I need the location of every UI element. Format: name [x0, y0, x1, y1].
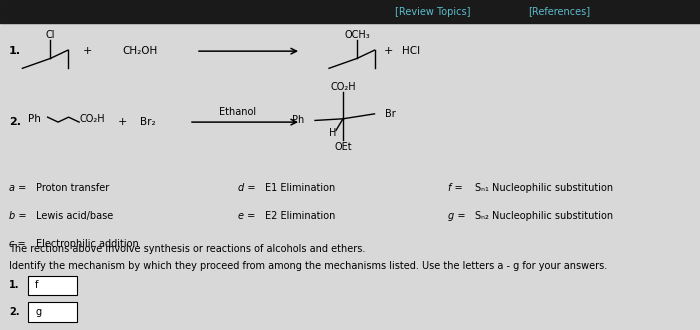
Text: Br₂: Br₂ — [140, 117, 155, 127]
Text: c =: c = — [9, 239, 26, 249]
Text: Sₙ₁ Nucleophilic substitution: Sₙ₁ Nucleophilic substitution — [475, 183, 612, 193]
Text: Electrophilic addition: Electrophilic addition — [36, 239, 139, 249]
Text: Ph: Ph — [28, 115, 41, 124]
Text: Ethanol: Ethanol — [219, 107, 257, 117]
Text: 2.: 2. — [9, 117, 21, 127]
Text: H: H — [329, 128, 336, 138]
Text: a =: a = — [9, 183, 27, 193]
Text: The rections above involve synthesis or reactions of alcohols and ethers.: The rections above involve synthesis or … — [9, 244, 365, 254]
Text: g =: g = — [448, 211, 466, 221]
Text: CO₂H: CO₂H — [330, 82, 356, 92]
Text: E1 Elimination: E1 Elimination — [265, 183, 335, 193]
Text: e =: e = — [238, 211, 256, 221]
Text: g: g — [35, 307, 41, 317]
Text: Proton transfer: Proton transfer — [36, 183, 109, 193]
Text: [References]: [References] — [528, 7, 591, 16]
Text: Br: Br — [385, 109, 396, 119]
Text: Lewis acid/base: Lewis acid/base — [36, 211, 113, 221]
FancyBboxPatch shape — [28, 302, 77, 322]
Text: b =: b = — [9, 211, 27, 221]
Text: Ph: Ph — [293, 115, 304, 125]
Text: 1.: 1. — [9, 280, 20, 290]
Text: Cl: Cl — [46, 30, 55, 40]
Text: +: + — [384, 46, 393, 56]
Text: Sₙ₂ Nucleophilic substitution: Sₙ₂ Nucleophilic substitution — [475, 211, 612, 221]
Text: Identify the mechanism by which they proceed from among the mechanisms listed. U: Identify the mechanism by which they pro… — [9, 261, 608, 271]
Text: +: + — [83, 46, 92, 56]
Text: OEt: OEt — [334, 142, 352, 152]
Text: CO₂H: CO₂H — [79, 115, 105, 124]
Text: 1.: 1. — [9, 46, 21, 56]
FancyBboxPatch shape — [28, 276, 77, 295]
Text: CH₂OH: CH₂OH — [122, 46, 158, 56]
Text: +: + — [118, 117, 127, 127]
Bar — [0, 0, 700, 23]
Text: E2 Elimination: E2 Elimination — [265, 211, 335, 221]
Text: d =: d = — [238, 183, 256, 193]
Text: [Review Topics]: [Review Topics] — [395, 7, 471, 16]
Text: 2.: 2. — [9, 307, 20, 317]
Text: OCH₃: OCH₃ — [344, 30, 370, 40]
Text: HCl: HCl — [402, 46, 421, 56]
Text: f =: f = — [448, 183, 463, 193]
Text: f: f — [35, 280, 38, 290]
